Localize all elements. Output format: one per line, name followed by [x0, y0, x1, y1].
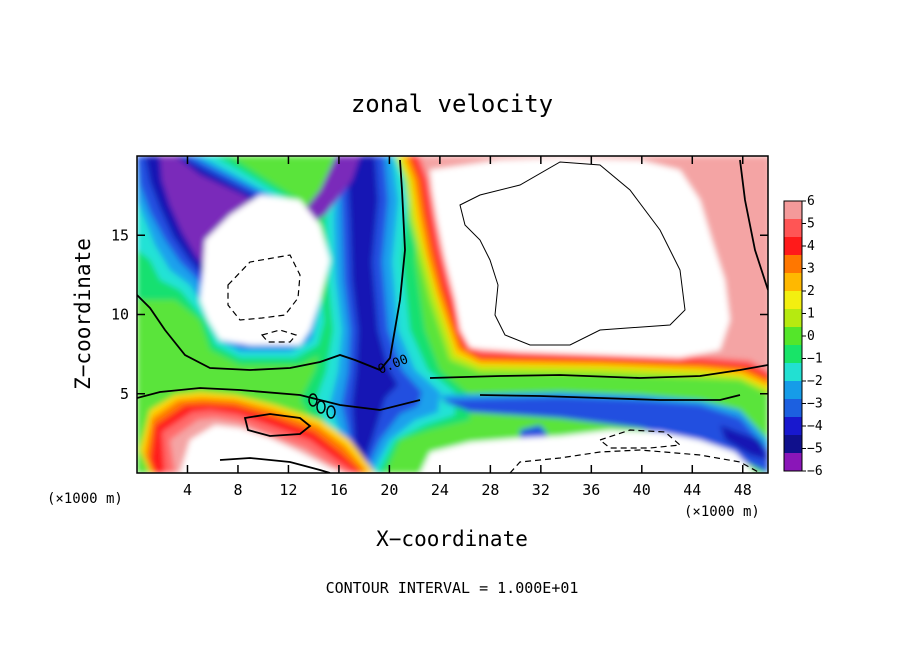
colorbar-label-1: 5 — [807, 217, 815, 232]
colorbar: 6 5 4 3 2 1 0 −1 −2 −3 −4 −5 −6 — [783, 194, 823, 479]
contour-dashed-3 — [598, 429, 682, 449]
x-tick-label-0: 4 — [183, 481, 192, 499]
x-tick-label-6: 28 — [481, 481, 499, 499]
field-band-21 — [720, 425, 768, 460]
x-axis-label: X−coordinate — [376, 527, 528, 551]
y-tick-label-1: 10 — [111, 306, 129, 324]
colorbar-label-5: 1 — [807, 307, 815, 322]
contour-dashed-1 — [260, 329, 298, 343]
x-tick-label-11: 48 — [734, 481, 752, 499]
contour-solid-8 — [219, 457, 331, 473]
x-tick-label-5: 24 — [431, 481, 449, 499]
field-band-11 — [345, 156, 398, 473]
y-tick-label-0: 5 — [120, 385, 129, 403]
chart-title: zonal velocity — [351, 90, 553, 118]
contour-interval-note: CONTOUR INTERVAL = 1.000E+01 — [326, 579, 579, 597]
contour-dashed-0 — [227, 254, 301, 321]
colorbar-swatch-6 — [784, 309, 802, 328]
colorbar-swatch-13 — [784, 435, 802, 454]
colorbar-label-0: 6 — [807, 194, 815, 209]
colorbar-label-11: −5 — [807, 442, 823, 457]
x-tick-label-10: 44 — [683, 481, 701, 499]
colorbar-label-8: −2 — [807, 374, 823, 389]
out-of-range-region-0 — [200, 195, 330, 345]
colorbar-swatch-11 — [784, 399, 802, 418]
x-tick-label-8: 36 — [582, 481, 600, 499]
contour-solid-7 — [243, 413, 312, 437]
x-unit-label: (×1000 m) — [684, 504, 760, 520]
contour-solid-3 — [429, 364, 768, 379]
y-axis-label: Z−coordinate — [71, 238, 95, 390]
contour-loop-1 — [316, 400, 326, 414]
x-tick-label-7: 32 — [532, 481, 550, 499]
x-tick-label-9: 40 — [633, 481, 651, 499]
colorbar-label-7: −1 — [807, 352, 823, 367]
contour-solid-5 — [739, 159, 768, 291]
contour-solid-1 — [137, 387, 421, 411]
contour-dashed-2 — [509, 449, 761, 473]
colorbar-swatch-0 — [784, 201, 802, 220]
colorbar-swatch-10 — [784, 381, 802, 400]
colorbar-swatch-8 — [784, 345, 802, 364]
heatmap-field: 0.00 — [137, 156, 768, 473]
x-tick-label-4: 20 — [380, 481, 398, 499]
colorbar-label-6: 0 — [807, 329, 815, 344]
contour-solid-6 — [459, 161, 686, 346]
colorbar-swatch-9 — [784, 363, 802, 382]
colorbar-label-10: −4 — [807, 419, 823, 434]
colorbar-swatch-7 — [784, 327, 802, 346]
colorbar-label-4: 2 — [807, 284, 815, 299]
contour-solid-2 — [379, 159, 406, 371]
colorbar-swatch-4 — [784, 273, 802, 292]
contour-solid-0 — [137, 294, 381, 371]
colorbar-swatch-12 — [784, 417, 802, 436]
colorbar-swatch-2 — [784, 237, 802, 256]
x-tick-label-3: 16 — [330, 481, 348, 499]
x-tick-label-1: 8 — [233, 481, 242, 499]
colorbar-label-3: 3 — [807, 262, 815, 277]
field-band-20 — [440, 397, 768, 473]
out-of-range-region-1 — [430, 158, 730, 358]
colorbar-swatch-14 — [784, 453, 802, 472]
contour-loop-0 — [308, 393, 318, 407]
y-tick-label-2: 15 — [111, 226, 129, 244]
y-unit-label: (×1000 m) — [47, 491, 123, 507]
colorbar-swatch-3 — [784, 255, 802, 274]
x-tick-label-2: 12 — [279, 481, 297, 499]
colorbar-label-9: −3 — [807, 397, 823, 412]
out-of-range-region-2 — [180, 425, 345, 473]
field-band-12 — [300, 156, 360, 225]
colorbar-swatch-5 — [784, 291, 802, 310]
out-of-range-region-3 — [420, 430, 755, 473]
contour-loop-2 — [326, 405, 336, 419]
colorbar-label-12: −6 — [807, 464, 823, 479]
contour-solid-4 — [479, 394, 741, 401]
colorbar-swatch-1 — [784, 219, 802, 238]
colorbar-label-2: 4 — [807, 239, 815, 254]
